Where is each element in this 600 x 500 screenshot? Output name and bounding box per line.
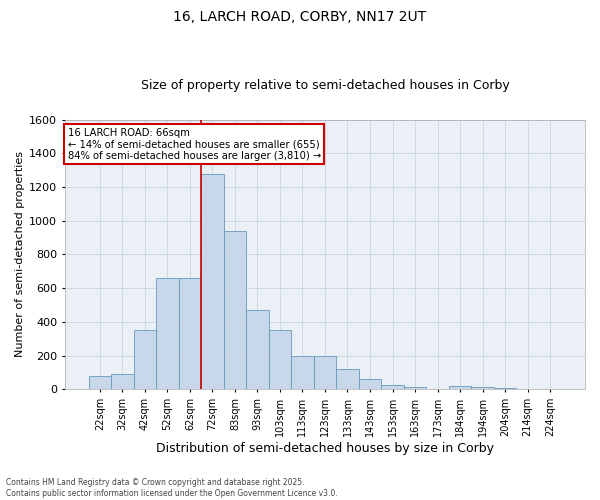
- Bar: [404, 387, 426, 390]
- Bar: [336, 369, 359, 390]
- Y-axis label: Number of semi-detached properties: Number of semi-detached properties: [15, 152, 25, 358]
- Bar: [111, 374, 134, 390]
- Bar: [472, 387, 494, 390]
- Text: Contains HM Land Registry data © Crown copyright and database right 2025.
Contai: Contains HM Land Registry data © Crown c…: [6, 478, 338, 498]
- Text: 16 LARCH ROAD: 66sqm
← 14% of semi-detached houses are smaller (655)
84% of semi: 16 LARCH ROAD: 66sqm ← 14% of semi-detac…: [68, 128, 321, 161]
- X-axis label: Distribution of semi-detached houses by size in Corby: Distribution of semi-detached houses by …: [156, 442, 494, 455]
- Bar: [449, 386, 472, 390]
- Bar: [359, 380, 381, 390]
- Bar: [179, 278, 201, 390]
- Bar: [269, 330, 291, 390]
- Bar: [291, 356, 314, 390]
- Bar: [134, 330, 156, 390]
- Bar: [246, 310, 269, 390]
- Bar: [314, 356, 336, 390]
- Bar: [494, 388, 517, 390]
- Title: Size of property relative to semi-detached houses in Corby: Size of property relative to semi-detach…: [140, 79, 509, 92]
- Bar: [201, 174, 224, 390]
- Bar: [224, 231, 246, 390]
- Bar: [156, 278, 179, 390]
- Text: 16, LARCH ROAD, CORBY, NN17 2UT: 16, LARCH ROAD, CORBY, NN17 2UT: [173, 10, 427, 24]
- Bar: [381, 385, 404, 390]
- Bar: [89, 376, 111, 390]
